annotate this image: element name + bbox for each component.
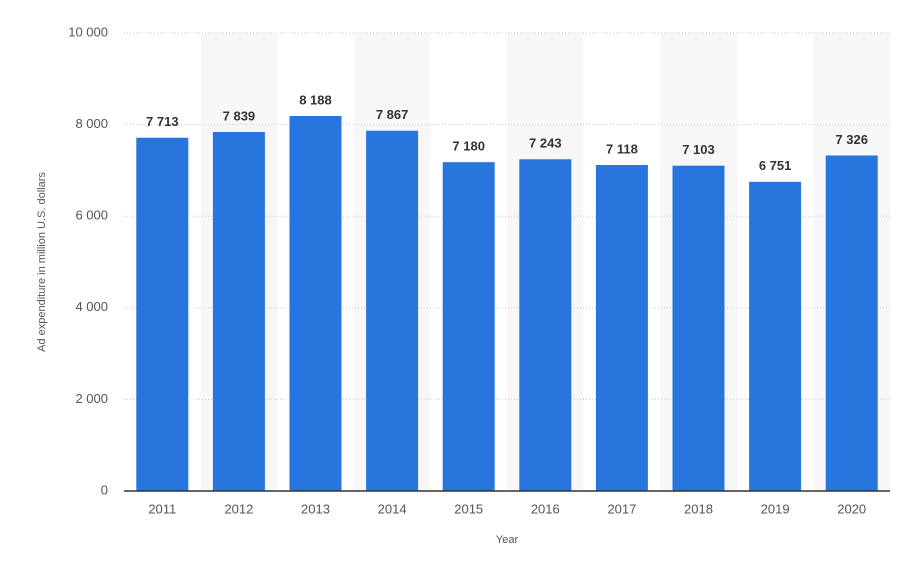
bar [212, 131, 265, 491]
x-tick-label: 2015 [454, 501, 483, 516]
y-tick-label: 4 000 [75, 299, 108, 314]
bar [289, 115, 342, 492]
bar [366, 130, 419, 491]
bar [749, 181, 802, 491]
y-tick-label: 8 000 [75, 116, 108, 131]
y-tick-label: 2 000 [75, 391, 108, 406]
bar [825, 155, 878, 492]
value-label: 7 243 [529, 136, 562, 151]
x-tick-label: 2014 [378, 501, 407, 516]
value-label: 7 839 [223, 108, 256, 123]
x-tick-label: 2018 [684, 501, 713, 516]
bar [136, 137, 189, 491]
value-label: 7 713 [146, 114, 179, 129]
x-tick-label: 2016 [531, 501, 560, 516]
x-tick-label: 2019 [761, 501, 790, 516]
x-axis-label: Year [496, 534, 519, 546]
x-tick-label: 2012 [224, 501, 253, 516]
value-label: 7 867 [376, 107, 409, 122]
value-label: 7 326 [835, 132, 868, 147]
bar [595, 164, 648, 491]
value-label: 7 118 [606, 141, 638, 156]
x-tick-label: 2011 [148, 501, 176, 516]
x-tick-label: 2013 [301, 501, 330, 516]
value-label: 7 180 [452, 139, 485, 154]
y-tick-label: 10 000 [68, 24, 108, 39]
x-tick-label: 2017 [607, 501, 636, 516]
bar [442, 162, 495, 491]
value-label: 6 751 [759, 158, 792, 173]
value-label: 7 103 [682, 142, 715, 157]
bar [519, 159, 572, 491]
value-label: 8 188 [299, 92, 332, 107]
y-tick-label: 6 000 [75, 208, 108, 223]
y-axis-label: Ad expenditure in million U.S. dollars [36, 172, 48, 352]
y-tick-label: 0 [101, 482, 108, 497]
x-tick-label: 2020 [837, 501, 866, 516]
bar [672, 165, 725, 491]
